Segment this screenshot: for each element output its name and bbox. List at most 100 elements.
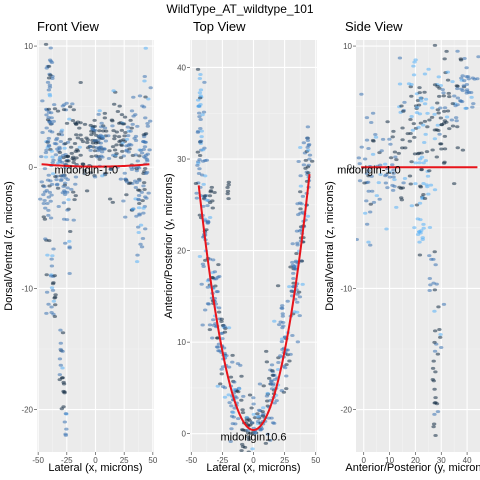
data-point — [75, 149, 81, 153]
data-point — [419, 99, 424, 103]
data-point — [50, 282, 56, 286]
data-point — [198, 139, 203, 143]
data-point — [418, 121, 424, 125]
data-point — [135, 124, 140, 128]
data-point — [45, 178, 51, 182]
data-point — [43, 42, 49, 46]
data-point — [280, 314, 286, 318]
data-point — [142, 167, 148, 171]
data-point — [387, 175, 393, 179]
data-point — [435, 410, 441, 414]
data-point — [418, 218, 423, 222]
data-point — [422, 196, 428, 200]
data-point — [271, 421, 277, 425]
data-point — [373, 132, 378, 136]
data-point — [119, 113, 125, 117]
data-point — [246, 435, 251, 439]
data-point — [122, 134, 127, 138]
data-point — [418, 157, 423, 161]
data-point — [145, 152, 150, 156]
data-point — [51, 119, 56, 123]
data-point — [74, 133, 79, 137]
data-point — [423, 159, 429, 163]
data-point — [72, 141, 78, 145]
data-point — [401, 109, 406, 113]
data-point — [97, 109, 102, 113]
data-point — [144, 196, 149, 200]
data-point — [208, 190, 213, 194]
data-point — [246, 438, 252, 442]
data-point — [282, 366, 288, 370]
data-point — [55, 109, 61, 113]
data-point — [96, 112, 101, 116]
data-point — [46, 107, 52, 111]
data-point — [465, 89, 470, 93]
data-point — [265, 399, 270, 403]
data-point — [52, 295, 58, 299]
data-point — [46, 208, 51, 212]
data-point — [207, 328, 213, 332]
data-point — [407, 174, 413, 178]
data-point — [61, 217, 67, 221]
data-point — [436, 111, 441, 115]
data-point — [295, 340, 301, 344]
data-point — [415, 152, 421, 156]
data-point — [141, 140, 146, 144]
data-point — [215, 336, 220, 340]
data-point — [216, 306, 222, 310]
data-point — [38, 197, 43, 201]
data-point — [58, 363, 64, 367]
data-point — [433, 263, 438, 267]
data-point — [225, 192, 230, 196]
data-point — [431, 359, 436, 363]
data-point — [437, 327, 442, 331]
y-tick-label: -20 — [340, 406, 352, 415]
data-point — [143, 227, 148, 231]
data-point — [274, 399, 279, 403]
data-point — [230, 422, 236, 426]
y-tick-label: 40 — [177, 63, 186, 72]
data-point — [411, 122, 417, 126]
data-point — [438, 333, 443, 337]
x-tick-label: 40 — [463, 456, 472, 465]
data-point — [445, 70, 450, 74]
data-point — [296, 159, 301, 163]
data-point — [200, 159, 206, 163]
data-point — [44, 311, 49, 315]
data-point — [48, 46, 53, 50]
data-point — [46, 115, 51, 119]
data-point — [444, 115, 450, 119]
data-point — [107, 149, 112, 153]
data-point — [138, 242, 143, 246]
data-point — [63, 412, 69, 416]
data-point — [364, 116, 370, 120]
data-point — [428, 283, 433, 287]
data-point — [133, 153, 139, 157]
data-point — [49, 286, 55, 290]
data-point — [357, 162, 362, 166]
data-point — [98, 145, 104, 149]
data-point — [41, 193, 46, 197]
data-point — [59, 178, 64, 182]
data-point — [130, 122, 135, 126]
data-point — [89, 154, 94, 158]
data-point — [438, 106, 443, 110]
data-point — [65, 208, 70, 212]
data-point — [47, 190, 53, 194]
panel-title: Top View — [193, 19, 246, 34]
data-point — [112, 148, 118, 152]
data-point — [92, 149, 98, 153]
data-point — [111, 102, 117, 106]
data-point — [44, 148, 49, 152]
data-point — [417, 240, 422, 244]
y-tick-label: 10 — [177, 338, 186, 347]
x-tick-label: -50 — [32, 456, 44, 465]
data-point — [51, 158, 56, 162]
data-point — [235, 362, 241, 366]
data-point — [210, 258, 216, 262]
x-tick-label: 10 — [385, 456, 394, 465]
data-point — [49, 130, 55, 134]
data-point — [195, 150, 201, 154]
data-point — [413, 161, 418, 165]
y-tick-label: 0 — [182, 430, 187, 439]
